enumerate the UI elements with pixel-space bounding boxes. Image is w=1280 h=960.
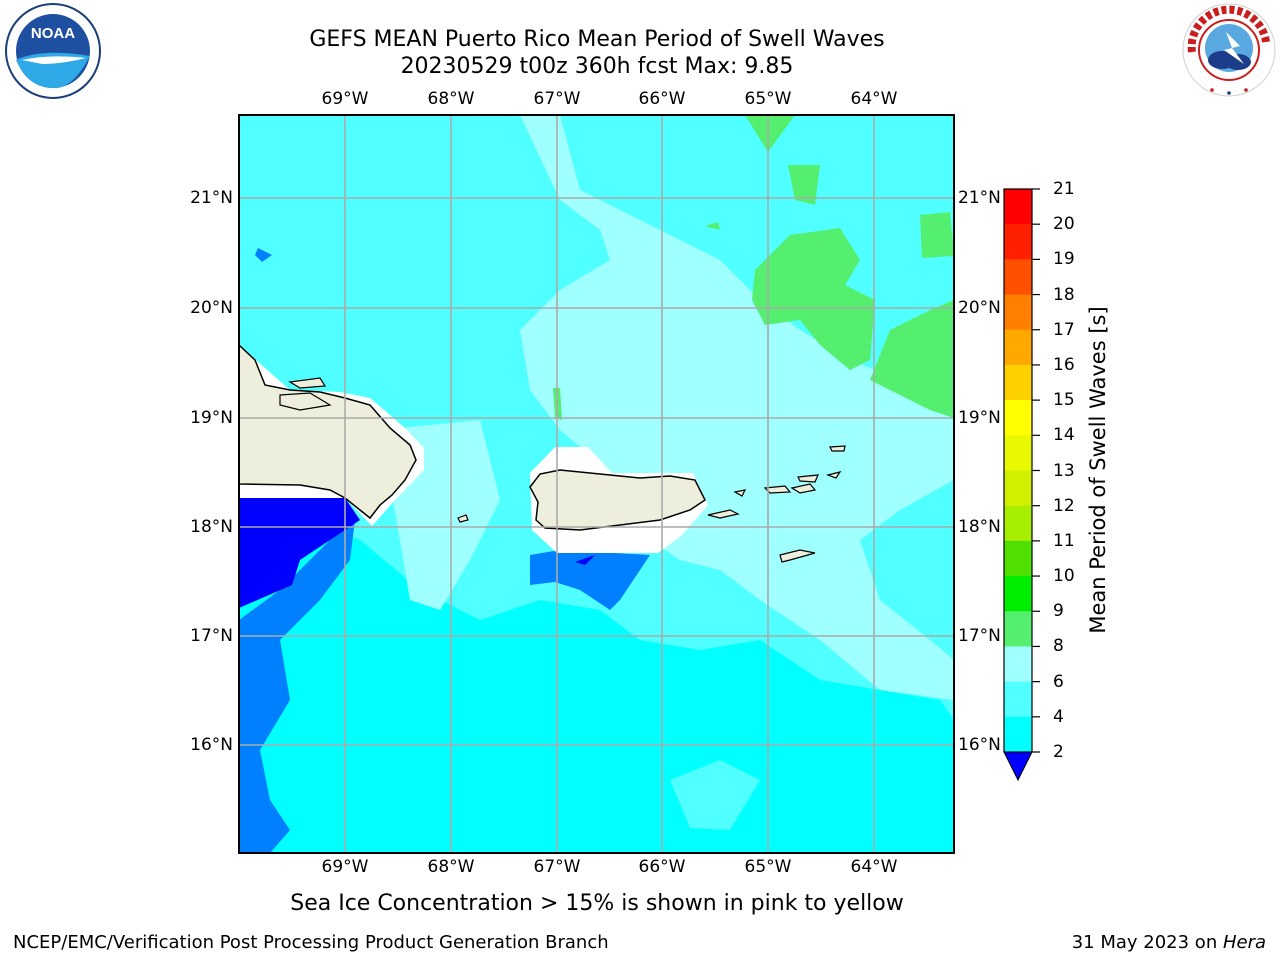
field-8-9s: [520, 115, 954, 700]
field-below-2s: [239, 498, 360, 608]
lon-tick-top: 69°W: [321, 89, 369, 109]
map-border: [238, 114, 955, 854]
colorbar-tick-label: 10: [1053, 566, 1075, 587]
lat-tick-left: 17°N: [190, 626, 233, 646]
colorbar-block: [1004, 189, 1032, 225]
colorbar-block: [1004, 329, 1032, 366]
colorbar-block: [1004, 576, 1032, 612]
colorbar-block: [1004, 646, 1032, 683]
lat-tick-right: 16°N: [958, 735, 1001, 755]
colorbar-block: [1004, 681, 1032, 718]
colorbar-label: Mean Period of Swell Waves [s]: [1086, 306, 1110, 634]
colorbar-block: [1004, 400, 1032, 436]
colorbar-tick-label: 14: [1053, 425, 1075, 446]
noaa-logo: NOAA: [2, 2, 104, 100]
colorbar-block: [1004, 435, 1032, 471]
lat-tick-left: 19°N: [190, 408, 233, 428]
colorbar-block: [1004, 294, 1032, 331]
colorbar-tick-label: 12: [1053, 495, 1075, 516]
colorbar-block: [1004, 259, 1032, 296]
lon-tick-bottom: 64°W: [850, 857, 898, 877]
lat-tick-left: 16°N: [190, 735, 233, 755]
lon-tick-bottom: 69°W: [321, 857, 369, 877]
lat-tick-right: 17°N: [958, 626, 1001, 646]
colorbar-block: [1004, 364, 1032, 401]
footer-branch: NCEP/EMC/Verification Post Processing Pr…: [13, 932, 609, 953]
lat-tick-right: 20°N: [958, 298, 1001, 318]
lat-tick-left: 21°N: [190, 188, 233, 208]
colorbar-tick-label: 9: [1053, 601, 1064, 622]
colorbar-tick-label: 8: [1053, 636, 1064, 657]
st-croix: [779, 549, 816, 563]
lat-tick-right: 19°N: [958, 408, 1001, 428]
colorbar-block: [1004, 505, 1032, 542]
field-4-6s: [239, 520, 954, 853]
lat-tick-left: 18°N: [190, 517, 233, 537]
lon-tick-top: 64°W: [850, 89, 898, 109]
colorbar-tick-label: 15: [1053, 390, 1075, 411]
colorbar-tick-label: 18: [1053, 284, 1075, 305]
colorbar-tick-label: 6: [1053, 671, 1064, 692]
colorbar-block: [1004, 716, 1032, 753]
lon-tick-bottom: 66°W: [638, 857, 686, 877]
nws-logo: [1180, 2, 1278, 98]
lon-tick-bottom: 68°W: [427, 857, 475, 877]
colorbar-block: [1004, 470, 1032, 507]
colorbar-block: [1004, 224, 1032, 260]
colorbar-tick-label: 19: [1053, 249, 1075, 270]
lon-tick-top: 67°W: [533, 89, 581, 109]
footer-date: 31 May 2023 on Hera: [1071, 932, 1266, 953]
colorbar-tick-label: 11: [1053, 530, 1075, 551]
lat-tick-right: 18°N: [958, 517, 1001, 537]
colorbar: [1003, 188, 1040, 782]
lon-tick-bottom: 65°W: [744, 857, 792, 877]
lon-tick-top: 68°W: [427, 89, 475, 109]
colorbar-block: [1004, 611, 1032, 647]
lon-tick-top: 66°W: [638, 89, 686, 109]
sea-ice-note: Sea Ice Concentration > 15% is shown in …: [290, 891, 904, 916]
map-title: GEFS MEAN Puerto Rico Mean Period of Swe…: [309, 27, 885, 52]
field-9-10s: [745, 115, 795, 152]
colorbar-block: [1004, 540, 1032, 577]
lat-tick-right: 21°N: [958, 188, 1001, 208]
lat-tick-left: 20°N: [190, 298, 233, 318]
lon-tick-bottom: 67°W: [533, 857, 581, 877]
colorbar-tick-label: 17: [1053, 319, 1075, 340]
field-2-4s: [239, 520, 355, 853]
hispaniola: [239, 343, 417, 520]
colorbar-tick-label: 4: [1053, 706, 1064, 727]
colorbar-tick-label: 16: [1053, 354, 1075, 375]
svg-text:NOAA: NOAA: [31, 25, 75, 42]
colorbar-tick-label: 20: [1053, 214, 1075, 235]
colorbar-extend-arrow: [1003, 751, 1033, 782]
graticule: [239, 115, 954, 853]
colorbar-tick-label: 13: [1053, 460, 1075, 481]
footer-machine: Hera: [1222, 932, 1266, 953]
lon-tick-top: 65°W: [744, 89, 792, 109]
colorbar-tick-label: 2: [1053, 742, 1064, 762]
colorbar-tick-label: 21: [1053, 179, 1075, 199]
map-subtitle: 20230529 t00z 360h fcst Max: 9.85: [400, 54, 794, 79]
